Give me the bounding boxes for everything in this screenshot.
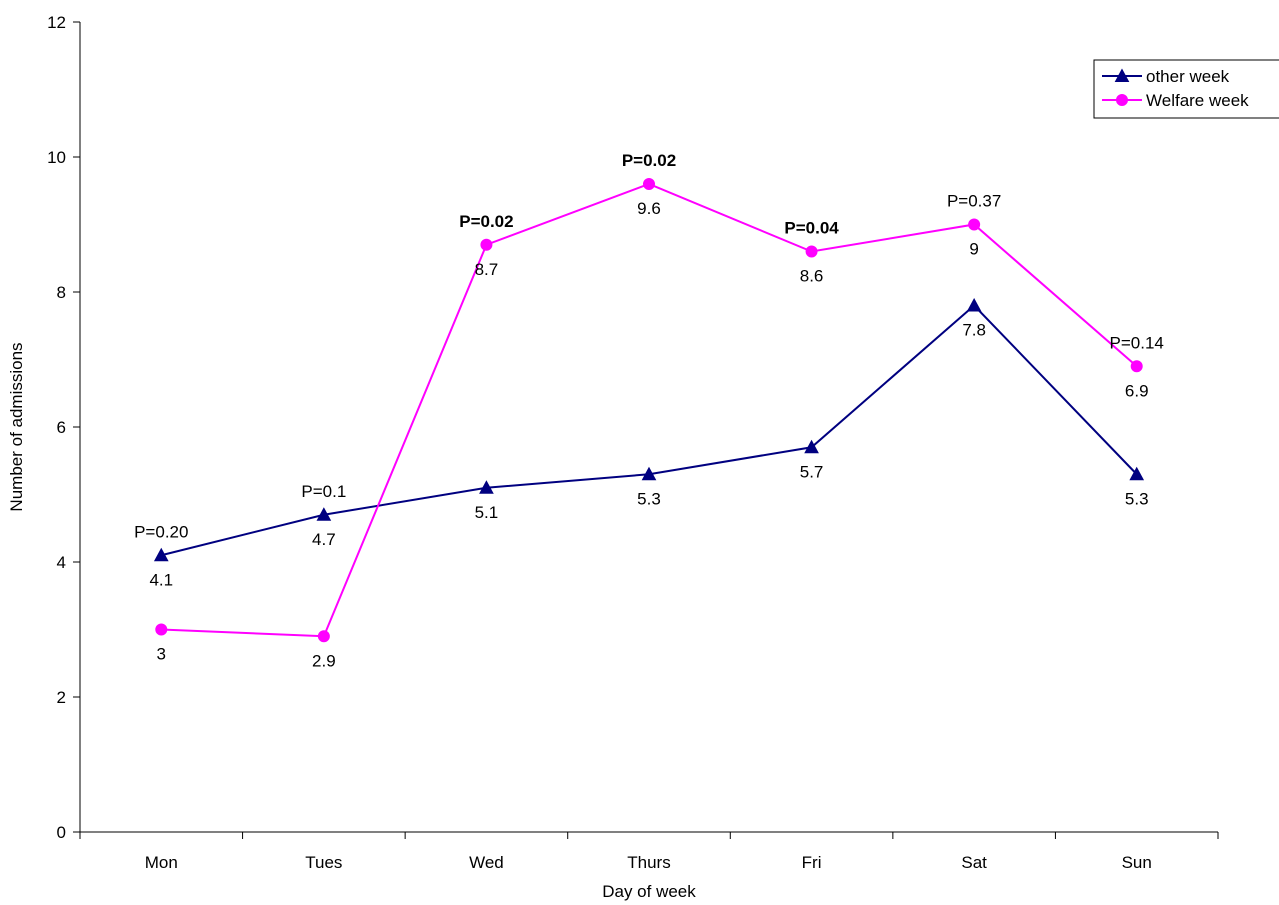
data-label-welfare-week: 3 bbox=[157, 645, 166, 664]
data-point-welfare-week bbox=[1131, 361, 1142, 372]
data-label-welfare-week: 2.9 bbox=[312, 651, 336, 670]
series-line-welfare-week bbox=[161, 184, 1136, 636]
y-tick-label: 6 bbox=[57, 418, 66, 437]
x-tick-label: Mon bbox=[145, 853, 178, 872]
data-point-welfare-week bbox=[969, 219, 980, 230]
p-value-annotation: P=0.14 bbox=[1110, 333, 1164, 352]
y-tick-label: 4 bbox=[57, 553, 66, 572]
p-value-annotation: P=0.1 bbox=[301, 482, 346, 501]
series-layer bbox=[155, 179, 1143, 642]
data-label-welfare-week: 6.9 bbox=[1125, 381, 1149, 400]
data-label-welfare-week: 9.6 bbox=[637, 199, 661, 218]
data-label-other-week: 7.8 bbox=[962, 321, 986, 340]
data-label-welfare-week: 8.7 bbox=[475, 260, 499, 279]
data-label-other-week: 5.7 bbox=[800, 462, 824, 481]
legend-marker-welfare-week bbox=[1117, 95, 1128, 106]
data-label-other-week: 4.7 bbox=[312, 530, 336, 549]
p-value-annotation: P=0.37 bbox=[947, 192, 1001, 211]
p-value-annotation: P=0.02 bbox=[459, 212, 513, 231]
legend-label-welfare-week: Welfare week bbox=[1146, 91, 1249, 110]
legend-label-other-week: other week bbox=[1146, 67, 1230, 86]
legend: other week Welfare week bbox=[1094, 60, 1279, 118]
x-tick-label: Thurs bbox=[627, 853, 670, 872]
data-point-other-week bbox=[968, 299, 981, 311]
x-tick-label: Sat bbox=[961, 853, 987, 872]
axes: 0 2 4 6 8 10 12 Mon Tues Wed Thurs Fri Sat Sun bbox=[47, 13, 1218, 872]
data-point-welfare-week bbox=[806, 246, 817, 257]
data-label-other-week: 5.3 bbox=[637, 489, 661, 508]
data-point-welfare-week bbox=[644, 179, 655, 190]
p-value-annotation: P=0.04 bbox=[784, 219, 839, 238]
p-value-annotation: P=0.02 bbox=[622, 151, 676, 170]
data-point-welfare-week bbox=[318, 631, 329, 642]
data-point-welfare-week bbox=[481, 239, 492, 250]
y-tick-label: 2 bbox=[57, 688, 66, 707]
y-tick-label: 8 bbox=[57, 283, 66, 302]
series-other-week bbox=[155, 299, 1143, 561]
labels-layer: 4.1 4.7 5.1 5.3 5.7 7.8 5.3 3 2.9 8.7 9.6 8.6 9 6.9 P=… bbox=[134, 151, 1164, 670]
x-tick-label: Wed bbox=[469, 853, 504, 872]
x-tick-label: Tues bbox=[305, 853, 342, 872]
data-label-welfare-week: 8.6 bbox=[800, 267, 824, 286]
y-axis-title: Number of admissions bbox=[7, 342, 26, 511]
y-tick-label: 0 bbox=[57, 823, 66, 842]
series-line-other-week bbox=[161, 306, 1136, 556]
x-tick-label: Fri bbox=[802, 853, 822, 872]
series-welfare-week bbox=[156, 179, 1142, 642]
data-point-welfare-week bbox=[156, 624, 167, 635]
data-label-other-week: 5.3 bbox=[1125, 489, 1149, 508]
data-label-welfare-week: 9 bbox=[969, 240, 978, 259]
x-tick-label: Sun bbox=[1122, 853, 1152, 872]
p-value-annotation: P=0.20 bbox=[134, 522, 188, 541]
data-label-other-week: 5.1 bbox=[475, 503, 499, 522]
y-tick-label: 12 bbox=[47, 13, 66, 32]
x-axis-title: Day of week bbox=[602, 882, 696, 901]
data-label-other-week: 4.1 bbox=[149, 570, 173, 589]
y-tick-label: 10 bbox=[47, 148, 66, 167]
